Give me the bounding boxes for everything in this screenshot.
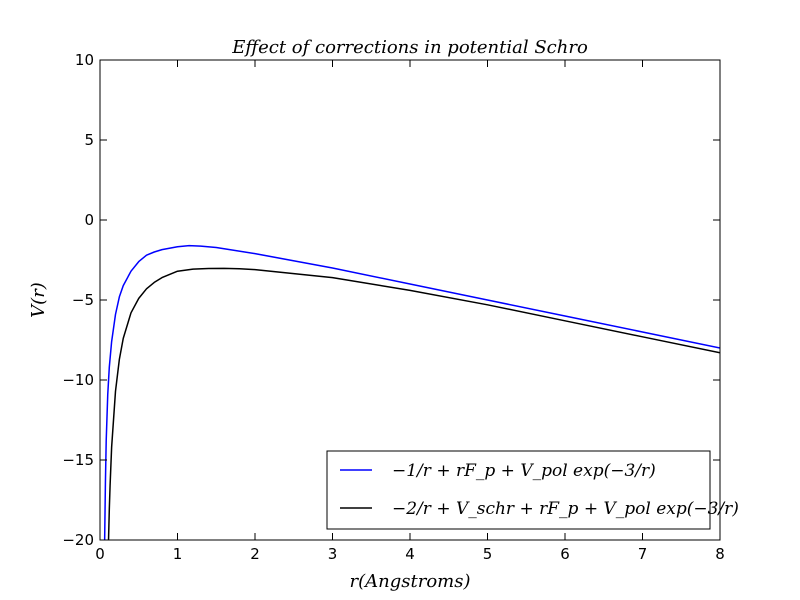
y-tick-label: 5	[84, 131, 94, 149]
y-axis-label: V(r)	[28, 282, 49, 318]
x-tick-label: 2	[250, 545, 260, 563]
x-axis-label: r(Angstroms)	[350, 571, 471, 592]
y-tick-labels: 10 5 0 −5 −10 −15 −20	[62, 51, 94, 549]
y-tick-label: 10	[75, 51, 94, 69]
legend-label-series-1: −1/r + rF_p + V_pol exp(−3/r)	[392, 461, 656, 481]
x-tick-label: 0	[95, 545, 105, 563]
y-tick-label: −20	[62, 531, 94, 549]
y-tick-label: 0	[84, 211, 94, 229]
x-tick-label: 3	[328, 545, 338, 563]
x-tick-label: 5	[483, 545, 493, 563]
series-layer	[103, 244, 720, 540]
x-tick-label: 8	[715, 545, 725, 563]
legend-label-series-2: −2/r + V_schr + rF_p + V_pol exp(−3/r)	[392, 499, 739, 519]
x-tick-label: 4	[405, 545, 415, 563]
x-tick-labels: 0 1 2 3 4 5 6 7 8	[95, 545, 725, 563]
x-tick-label: 6	[560, 545, 570, 563]
legend-box	[326, 450, 711, 530]
x-tick-label: 1	[173, 545, 183, 563]
y-tick-label: −10	[62, 371, 94, 389]
legend: −1/r + rF_p + V_pol exp(−3/r) −2/r + V_s…	[326, 450, 739, 530]
plot-frame	[99, 59, 721, 541]
y-tick-label: −15	[62, 451, 94, 469]
series-line-1	[103, 244, 720, 540]
series-line-2	[107, 267, 720, 540]
chart-title: Effect of corrections in potential Schro	[231, 37, 588, 58]
y-tick-label: −5	[72, 291, 94, 309]
x-tick-label: 7	[638, 545, 648, 563]
